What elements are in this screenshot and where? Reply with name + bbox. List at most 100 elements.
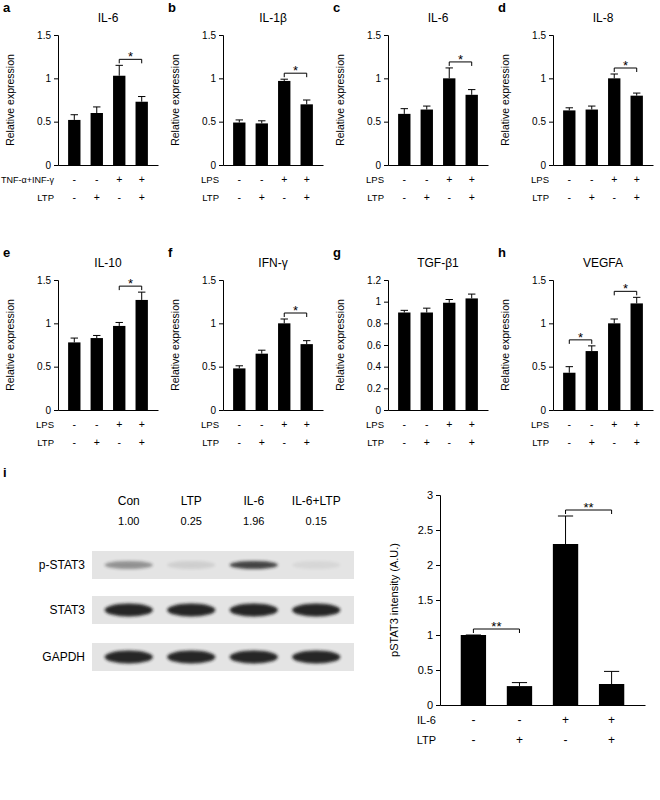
marks — [563, 74, 643, 165]
y-tick: 3 — [427, 489, 440, 501]
marks — [233, 319, 313, 410]
bar — [461, 635, 486, 705]
bar — [256, 123, 268, 165]
significance-label: * — [128, 49, 133, 64]
bar — [553, 544, 578, 705]
condition-sign: + — [116, 173, 122, 185]
y-axis-line — [549, 281, 554, 411]
y-tick-label: 0 — [540, 160, 546, 171]
y-tick: 0 — [210, 160, 223, 171]
error-bar — [116, 65, 123, 75]
condition-sign: - — [73, 436, 77, 448]
y-tick-mark — [549, 35, 553, 36]
condition-sign: - — [95, 418, 99, 430]
condition-sign: - — [471, 733, 475, 747]
y-tick-mark — [384, 410, 388, 411]
y-tick-mark — [54, 367, 58, 368]
x-axis — [59, 165, 159, 166]
bar — [631, 96, 643, 165]
plot-area — [233, 79, 313, 165]
error-bar — [446, 68, 453, 78]
error-bar — [566, 108, 573, 111]
condition-sign: - — [590, 173, 594, 185]
y-tick: 0 — [375, 160, 388, 171]
y-tick: 1.5 — [202, 30, 223, 41]
condition-sign: + — [516, 733, 523, 747]
bar — [586, 110, 598, 165]
blot-band — [105, 604, 153, 617]
lane-label: IL-6+LTP — [292, 494, 341, 508]
error-bar — [71, 115, 78, 120]
y-tick-label: 1 — [540, 73, 546, 84]
y-axis-line — [384, 36, 389, 166]
x-axis-line — [224, 165, 324, 166]
y-axis-line — [384, 281, 389, 411]
y-tick-mark — [54, 410, 58, 411]
condition-label: LTP — [202, 437, 219, 448]
blot-strip — [92, 643, 354, 671]
bar — [421, 313, 433, 411]
lane-label: Con — [118, 494, 140, 508]
y-tick: 1.5 — [202, 275, 223, 286]
y-tick-mark — [436, 600, 440, 601]
marks — [398, 294, 478, 410]
quantification-label: 0.25 — [181, 515, 202, 527]
error-bar — [401, 109, 408, 114]
significance-label: * — [623, 58, 628, 73]
y-tick: 0.8 — [367, 318, 388, 329]
y-tick: 0.5 — [37, 116, 58, 127]
bar — [113, 326, 125, 410]
y-axis-line — [54, 36, 59, 166]
condition-sign: - — [517, 713, 521, 727]
panel: gTGF-β1Relative expression00.20.40.60.81… — [333, 245, 489, 448]
condition-sign: + — [562, 713, 569, 727]
y-tick-mark — [436, 565, 440, 566]
y-tick: 1 — [45, 73, 58, 84]
y-tick-mark — [549, 323, 553, 324]
significance-label: * — [293, 303, 298, 318]
y-tick-label: 1.5 — [37, 275, 51, 286]
plot-area — [68, 65, 148, 165]
condition-sign: - — [282, 436, 286, 448]
y-axis: 00.511.5 — [367, 30, 388, 171]
panel: eIL-10Relative expression00.511.5*LPS--+… — [3, 245, 159, 448]
chart-title: VEGFA — [583, 256, 623, 270]
y-tick: 1.5 — [367, 30, 388, 41]
plot-area — [461, 516, 625, 705]
condition-sign: - — [568, 191, 572, 203]
bar — [91, 338, 103, 410]
y-tick-label: 1.5 — [37, 30, 51, 41]
blot-band — [230, 561, 278, 569]
y-tick-label: 1.5 — [367, 30, 381, 41]
y-tick-mark — [384, 280, 388, 281]
error-bar — [303, 100, 310, 104]
chart-title: IL-10 — [94, 256, 122, 270]
condition-sign: - — [73, 173, 77, 185]
condition-sign: - — [471, 713, 475, 727]
condition-sign: + — [469, 191, 475, 203]
x-axis-line — [441, 705, 646, 706]
panel-letter: b — [168, 0, 176, 15]
y-tick: 1.2 — [367, 275, 388, 286]
y-tick: 0.5 — [418, 664, 440, 676]
y-tick-label: 0.8 — [367, 318, 381, 329]
condition-sign: - — [117, 436, 121, 448]
blot-band — [167, 604, 215, 617]
y-tick-mark — [549, 410, 553, 411]
y-tick-mark — [549, 367, 553, 368]
y-tick-label: 0 — [427, 699, 433, 711]
bar — [563, 373, 575, 410]
y-tick-label: 0 — [210, 160, 216, 171]
condition-sign: + — [608, 713, 615, 727]
condition-label: TNF-α+INF-γ — [1, 175, 54, 185]
x-axis-line — [59, 165, 159, 166]
error-bar — [258, 121, 265, 124]
condition-sign: - — [564, 733, 568, 747]
condition-sign: - — [238, 418, 242, 430]
y-tick-label: 0.5 — [37, 116, 51, 127]
condition-label: LPS — [36, 419, 54, 430]
condition-sign: - — [260, 173, 264, 185]
bar — [278, 81, 290, 165]
y-tick-label: 0 — [375, 160, 381, 171]
error-bar — [446, 300, 453, 303]
